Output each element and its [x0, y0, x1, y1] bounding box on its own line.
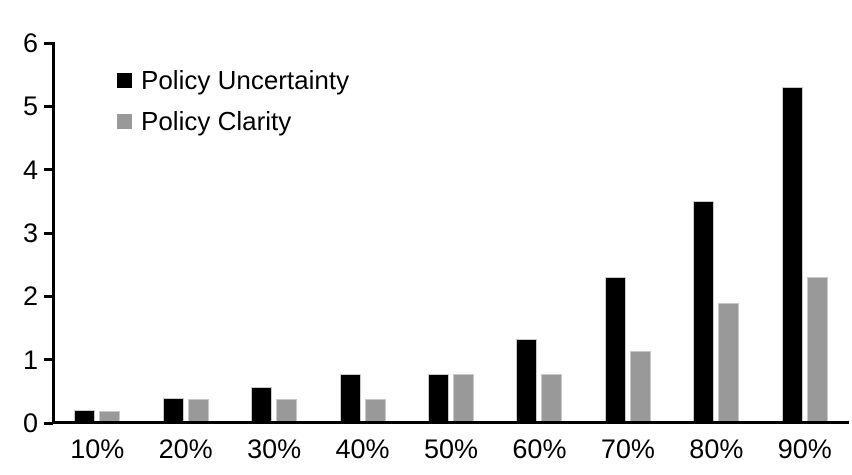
bar-policy-clarity-70% — [629, 351, 651, 423]
x-tick-label-50%: 50% — [423, 434, 479, 464]
bar-policy-uncertainty-60% — [516, 338, 538, 423]
bar-policy-uncertainty-90% — [781, 87, 803, 423]
y-tick-mark-6 — [44, 41, 53, 45]
x-tick-label-20%: 20% — [158, 434, 213, 464]
legend-label-policy-clarity: Policy Clarity — [141, 106, 292, 136]
y-tick-mark-4 — [44, 168, 53, 172]
legend-swatch-black-icon — [117, 73, 132, 88]
legend-label-policy-uncertainty: Policy Uncertainty — [141, 65, 350, 95]
y-tick-label-2: 2 — [22, 281, 38, 312]
legend-item-policy-uncertainty: Policy Uncertainty — [117, 60, 349, 101]
bar-policy-uncertainty-80% — [693, 201, 715, 423]
y-tick-label-5: 5 — [22, 91, 38, 122]
bar-policy-clarity-50% — [453, 374, 474, 423]
y-tick-label-0: 0 — [22, 408, 38, 438]
x-tick-label-30%: 30% — [247, 434, 302, 464]
bar-policy-clarity-60% — [541, 374, 563, 423]
x-tick-label-90%: 90% — [777, 434, 832, 464]
y-tick-mark-5 — [44, 104, 53, 108]
bar-policy-clarity-80% — [718, 302, 740, 423]
x-tick-label-60%: 60% — [512, 434, 567, 464]
bar-policy-clarity-90% — [806, 277, 828, 423]
x-tick-label-40%: 40% — [335, 434, 390, 464]
x-tick-label-80%: 80% — [689, 434, 744, 464]
y-axis-line — [52, 42, 55, 424]
x-tick-label-10%: 10% — [70, 434, 125, 464]
legend-item-policy-clarity: Policy Clarity — [117, 101, 349, 142]
y-tick-label-1: 1 — [22, 344, 38, 375]
y-tick-mark-1 — [44, 358, 53, 362]
bar-policy-uncertainty-20% — [162, 397, 184, 423]
bar-policy-clarity-40% — [364, 398, 386, 423]
bar-policy-uncertainty-30% — [251, 386, 273, 423]
legend-swatch-gray-icon — [117, 114, 132, 129]
y-tick-mark-3 — [44, 231, 53, 235]
x-axis-line — [52, 421, 849, 424]
bar-policy-clarity-20% — [187, 398, 209, 423]
legend: Policy Uncertainty Policy Clarity — [117, 60, 349, 142]
y-tick-mark-0 — [44, 421, 53, 425]
bar-policy-uncertainty-40% — [339, 374, 361, 423]
bar-policy-clarity-30% — [276, 398, 298, 423]
bar-policy-uncertainty-50% — [428, 373, 449, 423]
x-tick-label-70%: 70% — [600, 434, 655, 464]
bar-policy-uncertainty-70% — [604, 277, 626, 423]
y-tick-mark-2 — [44, 294, 53, 298]
y-tick-label-3: 3 — [22, 218, 38, 248]
y-tick-label-6: 6 — [22, 28, 38, 58]
y-tick-label-4: 4 — [22, 154, 38, 185]
